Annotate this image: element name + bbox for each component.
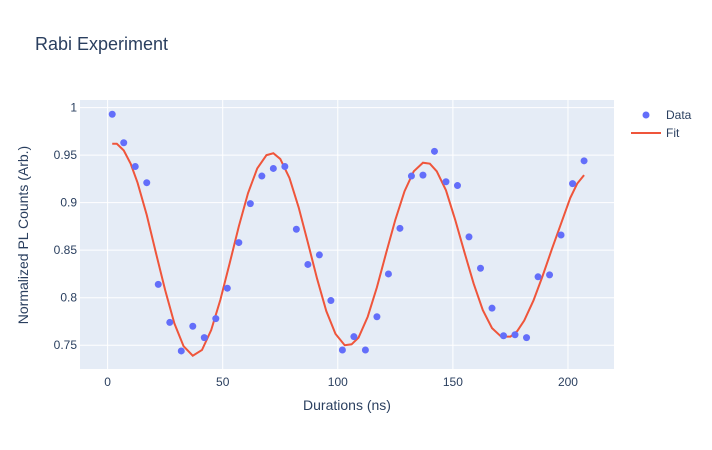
y-tick-label: 0.9 — [60, 196, 77, 210]
data-point — [258, 172, 266, 180]
data-point — [292, 225, 300, 233]
legend: Data Fit — [631, 108, 692, 140]
data-point — [269, 164, 277, 172]
data-point — [580, 157, 588, 165]
data-point — [143, 179, 151, 187]
legend-data-label: Data — [666, 108, 692, 122]
data-point — [304, 260, 312, 268]
y-tick-labels: 0.75 0.8 0.85 0.9 0.95 1 — [54, 101, 78, 353]
data-point — [373, 313, 381, 321]
data-point — [523, 334, 531, 342]
data-point — [546, 271, 554, 279]
data-point — [534, 273, 542, 281]
data-point — [442, 178, 450, 186]
y-tick-label: 0.85 — [54, 243, 78, 257]
data-point — [465, 233, 473, 241]
y-tick-label: 1 — [70, 101, 77, 115]
fit-line — [112, 142, 585, 357]
x-tick-label: 50 — [216, 375, 230, 389]
x-tick-label: 0 — [104, 375, 111, 389]
data-point — [120, 139, 128, 147]
data-point — [453, 182, 461, 190]
x-axis-title: Durations (ns) — [303, 397, 391, 413]
data-point — [246, 200, 254, 208]
data-point — [281, 163, 289, 171]
data-point — [131, 163, 139, 171]
chart-title: Rabi Experiment — [35, 34, 168, 54]
legend-fit-label: Fit — [666, 126, 680, 140]
data-point — [511, 331, 519, 339]
data-point — [235, 239, 243, 247]
data-point — [477, 264, 484, 272]
data-point — [430, 147, 438, 155]
data-point — [569, 180, 577, 188]
x-tick-labels: 0 50 100 150 200 — [104, 375, 578, 389]
data-point — [419, 171, 427, 179]
x-tick-label: 150 — [443, 375, 463, 389]
data-point — [396, 224, 404, 232]
data-point — [500, 332, 508, 340]
data-point — [361, 346, 369, 354]
data-point — [212, 315, 220, 323]
data-point — [350, 333, 358, 341]
data-point — [166, 318, 174, 326]
data-point — [189, 322, 197, 330]
y-tick-label: 0.95 — [54, 148, 78, 162]
plot-area — [80, 100, 614, 369]
data-point — [327, 297, 335, 305]
data-point — [108, 110, 116, 118]
x-tick-label: 100 — [328, 375, 348, 389]
data-point — [154, 280, 162, 288]
y-tick-label: 0.8 — [60, 291, 77, 305]
data-point — [223, 284, 231, 292]
data-point — [488, 304, 496, 312]
data-point — [407, 172, 415, 180]
y-tick-label: 0.75 — [54, 338, 78, 352]
data-point — [557, 231, 565, 239]
data-point — [177, 347, 185, 355]
legend-data-marker — [642, 111, 650, 119]
data-point — [200, 334, 208, 342]
x-gridlines — [107, 100, 569, 369]
x-tick-label: 200 — [558, 375, 578, 389]
data-point — [315, 251, 323, 259]
data-point — [384, 270, 392, 278]
y-axis-title: Normalized PL Counts (Arb.) — [15, 146, 31, 324]
data-point — [338, 346, 346, 354]
data-points — [108, 110, 588, 355]
